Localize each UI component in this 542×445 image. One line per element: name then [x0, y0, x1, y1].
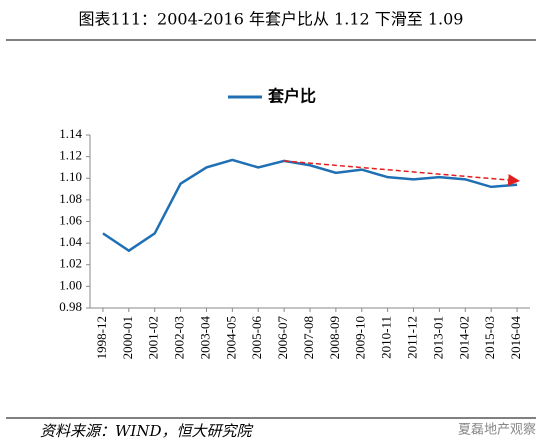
- x-tick-label: 2000-01: [120, 316, 135, 359]
- source: 资料来源：WIND，恒大研究院: [40, 422, 253, 440]
- y-tick-label: 1.10: [59, 169, 82, 184]
- series-line: [102, 158, 518, 253]
- trend-arrow: [284, 160, 521, 186]
- y-tick-label: 1.08: [59, 191, 82, 206]
- y-tick-label: 1.00: [59, 277, 82, 292]
- x-tick-label: 2013-01: [430, 316, 445, 359]
- y-tick-label: 1.12: [59, 148, 82, 163]
- x-tick-label: 2003-04: [197, 316, 212, 360]
- x-tick-label: 2014-02: [456, 316, 471, 359]
- x-tick-label: 2009-10: [353, 316, 368, 359]
- x-tick-label: 2016-04: [508, 316, 523, 360]
- x-tick-label: 2004-05: [223, 316, 238, 359]
- legend-label: 套户比: [267, 87, 316, 106]
- x-tick-label: 2007-08: [301, 316, 316, 359]
- y-tick-label: 1.14: [59, 126, 82, 141]
- y-tick-label: 1.02: [59, 256, 82, 271]
- chart-title: 图表111：2004-2016 年套户比从 1.12 下滑至 1.09: [79, 10, 464, 29]
- y-tick-label: 1.04: [59, 234, 82, 249]
- x-tick-label: 2006-07: [275, 316, 290, 360]
- y-tick-label: 0.98: [59, 299, 82, 314]
- x-tick-label: 2001-02: [146, 316, 161, 359]
- x-tick-label: 1998-12: [94, 316, 109, 359]
- x-tick-label: 2008-09: [327, 316, 342, 359]
- x-tick-label: 2011-12: [405, 316, 420, 359]
- y-tick-label: 1.06: [59, 212, 82, 227]
- x-tick-label: 2010-11: [379, 316, 394, 359]
- x-tick-label: 2015-03: [482, 316, 497, 359]
- watermark: 夏磊地产观察: [458, 423, 536, 438]
- x-tick-label: 2002-03: [172, 316, 187, 359]
- x-tick-label: 2005-06: [249, 316, 264, 360]
